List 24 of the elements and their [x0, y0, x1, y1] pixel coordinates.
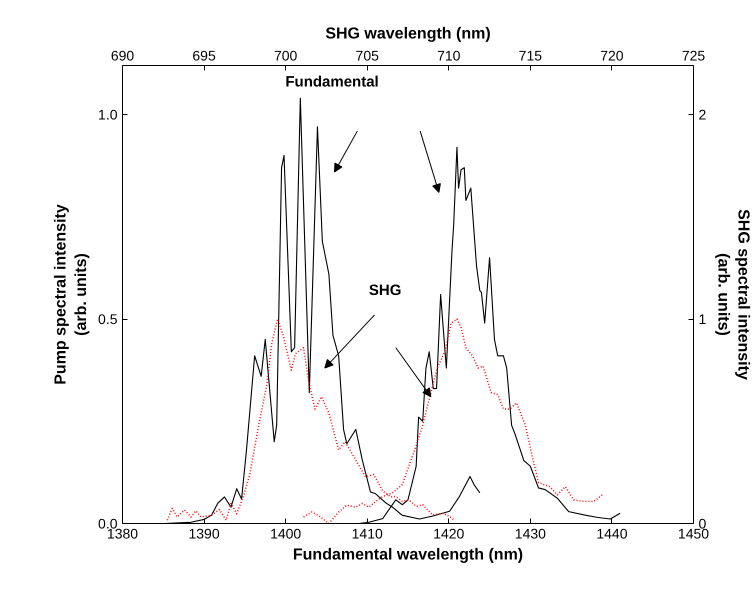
x-tick-label: 1420 [433, 526, 465, 542]
y-tick-label: 1.0 [98, 106, 118, 123]
y2-axis-title: SHG spectral intensity (arb. units) [714, 209, 752, 380]
x-tick-label: 1430 [514, 526, 546, 542]
y-tick-label: 0.5 [98, 311, 118, 328]
annotation: SHG [368, 282, 402, 299]
x-tick-label: 1410 [352, 526, 383, 542]
annotation: Fundamental [285, 73, 379, 90]
x2-tick-label: 715 [518, 48, 542, 64]
y2-tick-label: 2 [698, 106, 706, 123]
x2-tick-label: 690 [110, 48, 134, 64]
x2-axis-title: SHG wavelength (nm) [325, 26, 491, 42]
y-axis-title: Pump spectral intensity (arb. units) [52, 204, 90, 385]
x2-tick-label: 710 [437, 48, 461, 64]
x2-tick-label: 725 [682, 48, 706, 64]
x-tick-label: 1390 [188, 526, 220, 542]
x2-tick-label: 720 [600, 48, 624, 64]
x-tick-label: 1440 [596, 526, 628, 542]
x2-tick-label: 700 [274, 48, 298, 64]
x-tick-label: 1400 [270, 526, 302, 542]
y2-tick-label: 1 [698, 311, 706, 328]
x2-tick-label: 695 [192, 48, 216, 64]
x-axis-title: Fundamental wavelength (nm) [292, 546, 524, 564]
x2-tick-label: 705 [356, 48, 380, 64]
